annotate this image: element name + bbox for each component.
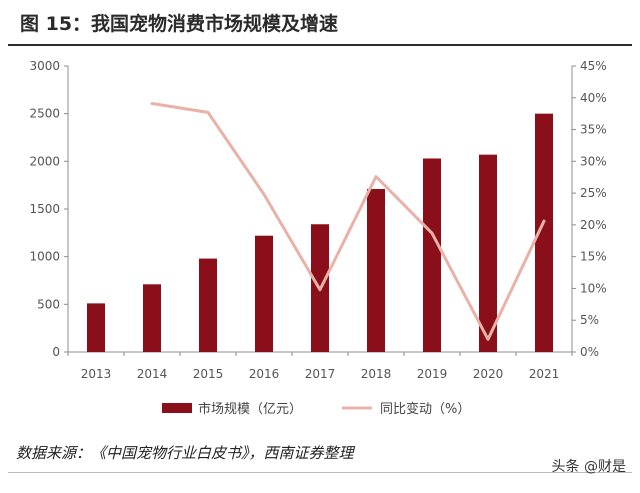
title-underline	[8, 44, 632, 46]
bar	[143, 284, 161, 352]
x-tick-label: 2018	[361, 367, 392, 381]
left-tick-label: 2000	[29, 154, 60, 168]
right-tick-label: 45%	[580, 59, 607, 73]
legend-swatch-bar	[162, 403, 192, 413]
bar	[255, 235, 273, 352]
left-tick-label: 0	[52, 345, 60, 359]
line-series	[150, 102, 546, 341]
growth-line	[150, 102, 546, 341]
chart: 0 500 1000 1500 2000 2500 3000 0% 5% 10% 15% 20% 25%…	[29, 59, 606, 417]
legend-label-line: 同比变动（%）	[380, 401, 470, 417]
right-tick-label: 5%	[580, 313, 599, 327]
x-tick-label: 2019	[417, 367, 448, 381]
bar	[479, 154, 497, 352]
x-tick-label: 2015	[193, 367, 224, 381]
footer-divider	[8, 472, 632, 473]
x-tick-label: 2013	[81, 367, 112, 381]
right-tick-label: 0%	[580, 345, 599, 359]
bar	[423, 158, 441, 352]
right-tick-label: 30%	[580, 154, 607, 168]
left-tick-label: 2500	[29, 107, 60, 121]
left-tick-label: 1000	[29, 250, 60, 264]
right-tick-label: 15%	[580, 250, 607, 264]
legend: 市场规模（亿元） 同比变动（%）	[162, 401, 470, 417]
left-tick-label: 1500	[29, 202, 60, 216]
right-tick-label: 10%	[580, 281, 607, 295]
left-tick-label: 500	[37, 297, 60, 311]
x-tick-label: 2020	[473, 367, 504, 381]
bar	[535, 113, 553, 353]
x-tick-label: 2014	[137, 367, 168, 381]
right-tick-label: 40%	[580, 91, 607, 105]
x-tick-label: 2017	[305, 367, 336, 381]
left-tick-label: 3000	[29, 59, 60, 73]
source-note: 数据来源：《中国宠物行业白皮书》，西南证券整理	[16, 444, 354, 462]
right-tick-label: 20%	[580, 218, 607, 232]
watermark: 头条 @财是	[551, 459, 626, 475]
axes: 0 500 1000 1500 2000 2500 3000 0% 5% 10% 15% 20% 25%…	[29, 59, 606, 381]
x-tick-label: 2016	[249, 367, 280, 381]
legend-label-bar: 市场规模（亿元）	[198, 401, 302, 417]
right-tick-label: 25%	[580, 186, 607, 200]
figure-header: 图 15：我国宠物消费市场规模及增速	[0, 0, 640, 46]
bar	[199, 258, 217, 352]
bar	[87, 303, 105, 352]
bar-series	[87, 113, 553, 353]
x-tick-label: 2021	[529, 367, 560, 381]
figure-title: 图 15：我国宠物消费市场规模及增速	[20, 13, 339, 35]
right-tick-label: 35%	[580, 123, 607, 137]
bar	[367, 188, 385, 352]
